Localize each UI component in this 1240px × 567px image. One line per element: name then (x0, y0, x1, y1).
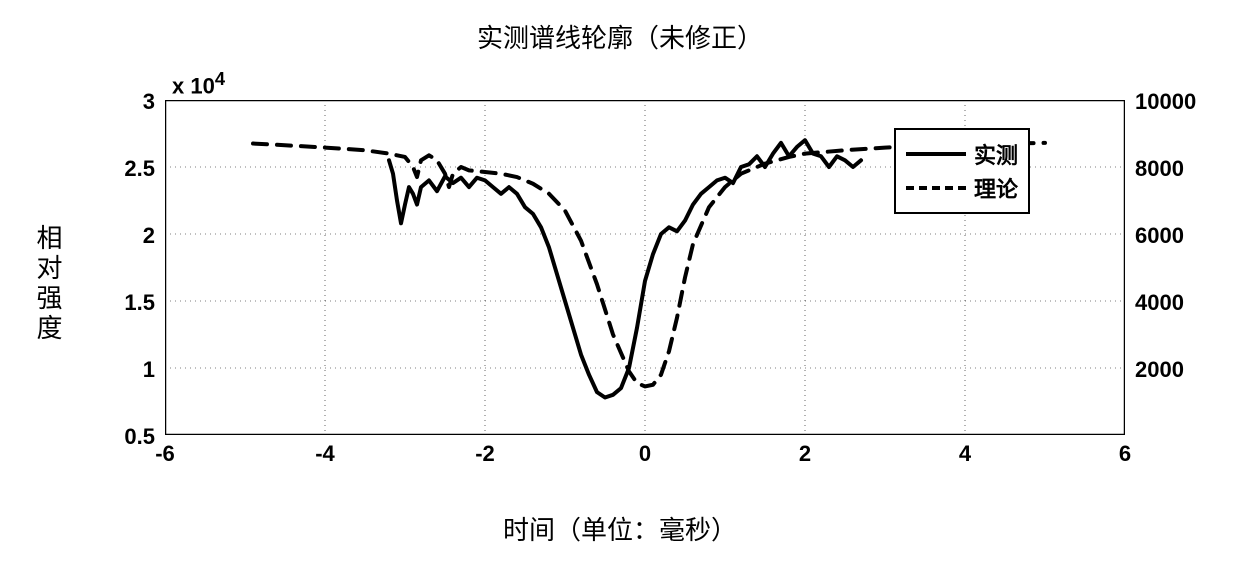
legend-label-theory: 理论 (974, 172, 1018, 204)
chart-title: 实测谱线轮廓（未修正） (0, 18, 1240, 55)
tick-label: 1.5 (124, 290, 155, 316)
tick-label: 1 (143, 357, 155, 383)
legend-label-measured: 实测 (974, 138, 1018, 170)
tick-label: -6 (155, 441, 175, 467)
legend-line-measured (906, 152, 966, 156)
y-axis-label: 相对强度 (30, 224, 67, 344)
chart-container: 实测谱线轮廓（未修正） 相对强度 时间（单位：毫秒） x 104 -6 -4 -2 0… (0, 0, 1240, 567)
y-exponent-label: x 104 (172, 68, 225, 99)
tick-label: 0.5 (124, 424, 155, 450)
legend-item-measured: 实测 (906, 138, 1018, 170)
tick-label: 10000 (1135, 89, 1196, 115)
tick-label: 2.5 (124, 156, 155, 182)
tick-label: 4000 (1135, 290, 1184, 316)
tick-label: 6 (1119, 441, 1131, 467)
tick-label: 2000 (1135, 357, 1184, 383)
tick-label: 2 (799, 441, 811, 467)
tick-label: 3 (143, 89, 155, 115)
legend: 实测 理论 (894, 128, 1030, 214)
tick-label: 4 (959, 441, 971, 467)
x-axis-label: 时间（单位：毫秒） (0, 510, 1240, 547)
tick-label: 0 (639, 441, 651, 467)
tick-label: 2 (143, 223, 155, 249)
tick-label: 8000 (1135, 156, 1184, 182)
tick-label: -2 (475, 441, 495, 467)
legend-line-theory (906, 186, 966, 190)
tick-label: 6000 (1135, 223, 1184, 249)
legend-item-theory: 理论 (906, 172, 1018, 204)
tick-label: -4 (315, 441, 335, 467)
